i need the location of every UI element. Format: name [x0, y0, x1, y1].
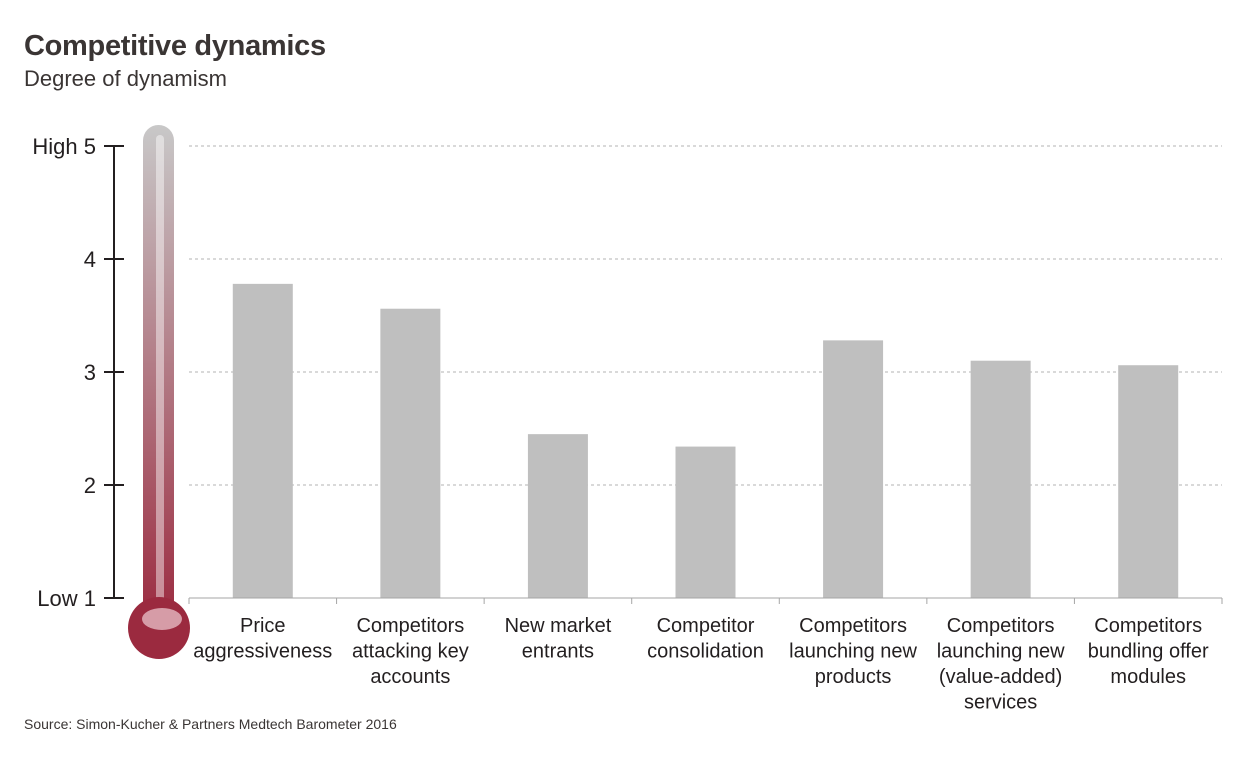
bar [970, 360, 1031, 598]
thermometer-tube [143, 125, 174, 625]
y-axis: Low 1 2 3 4 High 5 [32, 134, 124, 611]
thermometer-bulb-highlight [142, 608, 182, 630]
x-category-label: Competitors bundling offer modules [1088, 615, 1209, 688]
x-category-label: Competitors attacking key accounts [352, 615, 469, 688]
bars [232, 283, 1179, 598]
bar [823, 340, 884, 598]
bar [675, 446, 736, 598]
source-note: Source: Simon-Kucher & Partners Medtech … [24, 716, 397, 732]
chart-title: Competitive dynamics [24, 30, 326, 62]
bar [380, 308, 441, 598]
thermometer-icon [128, 125, 190, 659]
y-tick-label: High 5 [32, 134, 96, 159]
x-category-label: Competitors launching new products [789, 615, 917, 688]
y-tick-label: 3 [84, 360, 96, 385]
bar [232, 283, 293, 598]
y-tick-label: 2 [84, 473, 96, 498]
y-tick-label: 4 [84, 247, 96, 272]
gridlines [189, 145, 1222, 486]
x-axis: Price aggressiveness Competitors attacking … [188, 597, 1223, 714]
x-category-label: Price aggressiveness [193, 615, 332, 663]
bar [527, 434, 588, 598]
thermometer-shine [156, 135, 164, 605]
x-category-label: Competitors launching new (value-added) ser… [937, 615, 1065, 714]
x-category-label: Competitor consolidation [647, 615, 764, 663]
x-category-label: New market entrants [505, 615, 612, 663]
chart-subtitle: Degree of dynamism [24, 66, 227, 91]
y-tick-label: Low 1 [37, 586, 96, 611]
bar [1118, 365, 1179, 598]
